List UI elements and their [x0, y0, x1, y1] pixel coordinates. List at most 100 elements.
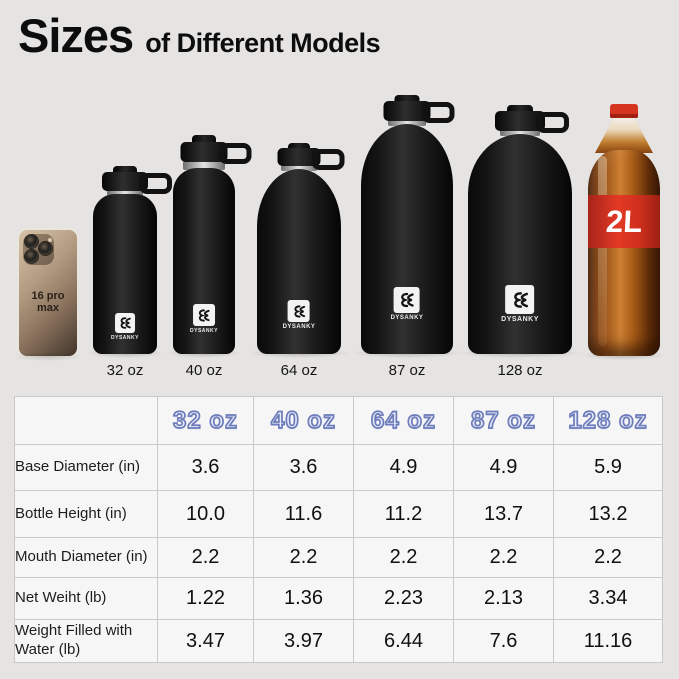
table-cell: 2.23	[353, 577, 454, 620]
bottle-handle	[139, 173, 172, 194]
table-cell: 1.22	[157, 577, 254, 620]
soda-label: 2L	[588, 195, 660, 248]
table-cell: 2.2	[353, 537, 454, 578]
soda-cap	[610, 104, 638, 118]
table-row-filled-weight: Weight Filled with Water (lb) 3.47 3.97 …	[14, 619, 663, 663]
bottle-87oz: DYSANKY	[351, 95, 463, 358]
table-cell: 1.36	[253, 577, 354, 620]
table-cell: 4.9	[453, 444, 554, 491]
title-sub-text: of Different Models	[145, 28, 381, 58]
table-cell: 3.34	[553, 577, 663, 620]
table-row-mouth-diameter: Mouth Diameter (in) 2.2 2.2 2.2 2.2 2.2	[14, 537, 663, 578]
table-cell: 2.2	[157, 537, 254, 578]
bottle-40oz: DYSANKY	[166, 135, 252, 358]
bottle-128oz: DYSANKY	[457, 105, 583, 358]
table-row-base-diameter: Base Diameter (in) 3.6 3.6 4.9 4.9 5.9	[14, 444, 663, 491]
bottle-cap	[383, 101, 455, 123]
table-cell: 3.6	[253, 444, 354, 491]
page-title: Sizes of Different Models	[18, 8, 381, 63]
bottle-body: DYSANKY	[361, 124, 453, 354]
bottle-collar	[500, 130, 540, 136]
table-cell: 13.7	[453, 490, 554, 538]
table-cell: 3.97	[253, 619, 354, 663]
bottle-size-label-32oz: 32 oz	[106, 362, 144, 379]
table-cell: 11.2	[353, 490, 454, 538]
title-main-text: Sizes	[18, 9, 134, 62]
table-cell: 2.2	[253, 537, 354, 578]
dysanky-logo-icon: DYSANKY	[283, 300, 316, 330]
row-label: Net Weiht (lb)	[14, 577, 158, 620]
table-row-bottle-height: Bottle Height (in) 10.0 11.6 11.2 13.7 1…	[14, 490, 663, 538]
row-label: Bottle Height (in)	[14, 490, 158, 538]
size-comparison-table: 32 oz 40 oz 64 oz 87 oz 128 oz Base Diam…	[14, 396, 663, 663]
column-header-text: 87 oz	[470, 406, 537, 435]
bottle-body: DYSANKY	[93, 194, 157, 354]
dysanky-logo-icon: DYSANKY	[111, 313, 139, 341]
soda-neck	[595, 117, 653, 153]
table-header-row: 32 oz 40 oz 64 oz 87 oz 128 oz	[14, 396, 663, 445]
bottle-spout	[507, 105, 533, 116]
table-cell: 3.6	[157, 444, 254, 491]
row-label: Base Diameter (in)	[14, 444, 158, 491]
logo-square	[288, 300, 310, 322]
logo-square	[114, 313, 135, 333]
logo-square	[505, 285, 535, 314]
brand-label: DYSANKY	[390, 315, 424, 321]
bottle-size-label-128oz: 128 oz	[497, 362, 543, 379]
bottle-size-label-64oz: 64 oz	[280, 362, 318, 379]
column-header-64oz: 64 oz	[353, 396, 454, 445]
dysanky-logo-icon: DYSANKY	[190, 304, 218, 334]
bottle-body: DYSANKY	[468, 134, 572, 354]
soda-volume-text: 2L	[605, 203, 644, 239]
dysanky-logo-icon: DYSANKY	[501, 285, 539, 323]
camera-flash-icon	[48, 238, 52, 242]
table-cell: 10.0	[157, 490, 254, 538]
bottle-size-label-40oz: 40 oz	[185, 362, 223, 379]
table-cell: 2.2	[553, 537, 663, 578]
bottle-handle	[311, 149, 345, 170]
logo-square	[394, 287, 420, 313]
logo-square	[192, 304, 215, 326]
column-header-text: 32 oz	[172, 406, 239, 435]
bottle-handle	[218, 143, 252, 164]
column-header-128oz: 128 oz	[553, 396, 663, 445]
table-cell: 6.44	[353, 619, 454, 663]
bottle-collar	[388, 120, 426, 126]
column-header-87oz: 87 oz	[453, 396, 554, 445]
bottle-cap	[102, 172, 172, 194]
bottle-cap	[180, 142, 252, 164]
table-cell: 11.16	[553, 619, 663, 663]
column-header-text: 40 oz	[270, 406, 337, 435]
bottle-handle	[421, 102, 455, 123]
bottle-collar	[107, 190, 143, 196]
camera-lens-icon	[39, 242, 52, 255]
bottle-collar	[183, 161, 225, 170]
bottle-cap	[277, 148, 345, 170]
camera-lens-icon	[25, 250, 38, 263]
column-header-text: 64 oz	[370, 406, 437, 435]
brand-label: DYSANKY	[282, 324, 316, 330]
soda-highlight	[598, 156, 607, 346]
bottle-collar	[281, 165, 317, 171]
brand-label: DYSANKY	[501, 316, 539, 323]
table-cell: 2.13	[453, 577, 554, 620]
dysanky-logo-icon: DYSANKY	[391, 287, 424, 321]
phone-16-pro-max: 16 pro max	[13, 228, 83, 361]
bottle-body: DYSANKY	[173, 168, 235, 354]
table-row-net-weight: Net Weiht (lb) 1.22 1.36 2.23 2.13 3.34	[14, 577, 663, 620]
bottle-32oz: DYSANKY	[86, 166, 172, 358]
camera-module-icon	[23, 234, 54, 265]
table-cell: 7.6	[453, 619, 554, 663]
bottle-cap	[495, 111, 569, 133]
table-corner-cell	[14, 396, 158, 445]
soda-bottle-2l: 2L	[582, 104, 666, 360]
brand-label: DYSANKY	[111, 335, 139, 341]
bottle-body: DYSANKY	[257, 169, 341, 354]
column-header-text: 128 oz	[567, 406, 648, 435]
bottle-spout	[394, 95, 420, 106]
phone-label: 16 pro max	[31, 290, 65, 314]
row-label: Mouth Diameter (in)	[14, 537, 158, 578]
table-cell: 4.9	[353, 444, 454, 491]
bottle-handle	[536, 112, 569, 133]
